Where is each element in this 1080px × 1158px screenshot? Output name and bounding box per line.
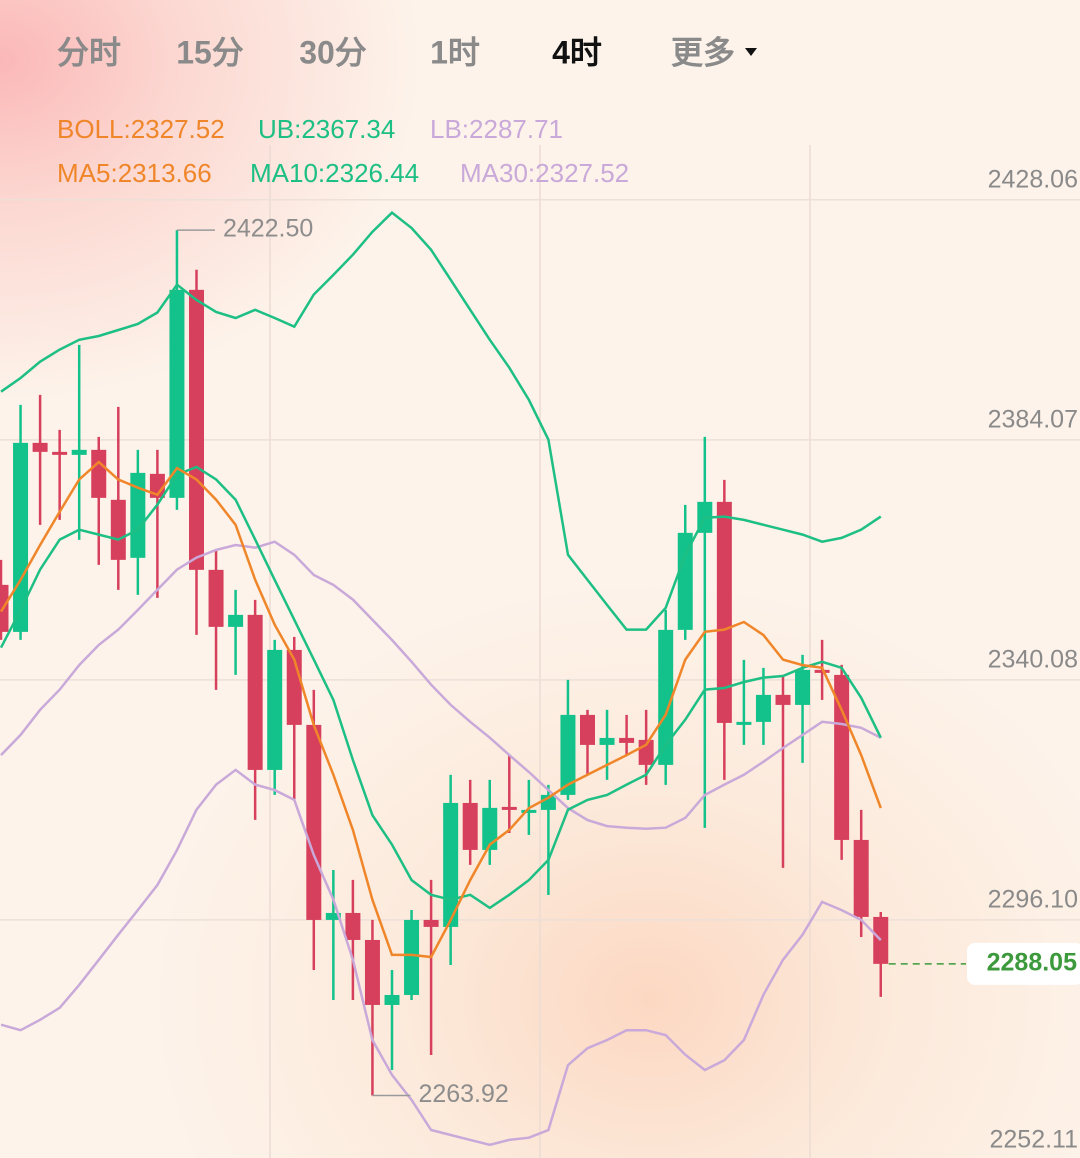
- candle-body: [13, 442, 29, 632]
- candle-body: [306, 724, 322, 920]
- candle-body: [853, 839, 869, 917]
- indicator-value: 2313.66: [118, 158, 212, 188]
- candle-body: [52, 451, 68, 455]
- indicator: MA5:2313.66: [57, 158, 212, 188]
- indicator-line: [0, 540, 882, 831]
- indicator-line: [0, 211, 882, 631]
- candle-body: [208, 569, 224, 627]
- candle-body: [521, 809, 537, 813]
- candle-body: [795, 669, 811, 705]
- annotation: 2422.50: [223, 215, 313, 243]
- indicator-name: MA10:: [250, 158, 325, 188]
- indicator-line: [0, 460, 882, 959]
- candle-body: [462, 802, 478, 850]
- annotation: 2263.92: [418, 1080, 508, 1108]
- indicator-line: [0, 465, 882, 910]
- y-tick-label: 2428.06: [988, 165, 1078, 193]
- tab[interactable]: 4时: [552, 34, 602, 70]
- candle-body: [110, 499, 126, 560]
- candle-body: [443, 802, 459, 927]
- candle-body: [345, 912, 361, 940]
- candle-body: [658, 629, 674, 765]
- candle-body: [91, 449, 107, 498]
- candle-body: [325, 912, 341, 920]
- indicator-value: 2327.52: [535, 158, 629, 188]
- y-tick-label: 2340.08: [988, 646, 1078, 674]
- candle-body: [736, 721, 752, 725]
- candle-body: [482, 807, 498, 850]
- tab[interactable]: 30分: [299, 34, 367, 70]
- indicator-value: 2327.52: [131, 114, 225, 144]
- candle-body: [716, 501, 732, 723]
- y-tick-label: 2296.10: [988, 886, 1078, 914]
- candle-body: [873, 916, 889, 964]
- y-tick-label: 2384.07: [988, 405, 1078, 433]
- tab[interactable]: 15分: [176, 34, 244, 70]
- indicator-name: BOLL:: [57, 114, 131, 144]
- indicator-value: 2326.44: [325, 158, 419, 188]
- dropdown-arrow[interactable]: [745, 48, 757, 56]
- indicator-name: UB:: [258, 114, 301, 144]
- indicator-name: LB:: [430, 114, 469, 144]
- indicator-value: 2287.71: [469, 114, 563, 144]
- indicator: BOLL:2327.52: [57, 114, 225, 144]
- indicator: MA10:2326.44: [250, 158, 419, 188]
- candle-body: [247, 614, 263, 770]
- candle-body: [814, 669, 830, 673]
- last-price-box: [967, 942, 1080, 985]
- indicator: MA30:2327.52: [460, 158, 629, 188]
- candle-body: [599, 737, 615, 745]
- candle-body: [775, 694, 791, 705]
- y-tick-label: 2252.11: [989, 1126, 1078, 1154]
- candle-body: [619, 737, 635, 743]
- indicator-name: MA30:: [460, 158, 535, 188]
- candle-body: [267, 649, 283, 770]
- indicator-line: [0, 768, 882, 1147]
- candle-body: [501, 806, 517, 810]
- indicator: UB:2367.34: [258, 114, 395, 144]
- candle-body: [228, 614, 244, 627]
- tab[interactable]: 分时: [57, 34, 121, 70]
- candle-body: [560, 714, 576, 795]
- tab[interactable]: 1时: [430, 34, 480, 70]
- candle-body: [130, 472, 146, 558]
- candle-body: [580, 714, 595, 745]
- candle-body: [169, 289, 185, 498]
- indicator: LB:2287.71: [430, 114, 563, 144]
- tab[interactable]: 更多: [671, 34, 735, 70]
- candle-body: [71, 449, 87, 455]
- candle-body: [149, 473, 165, 498]
- candle-body: [677, 532, 693, 630]
- last-price-label: 2288.05: [987, 948, 1077, 976]
- indicator-value: 2367.34: [301, 114, 395, 144]
- candle-body: [32, 442, 48, 452]
- candle-body: [423, 919, 439, 927]
- candle-body: [384, 994, 400, 1005]
- candle-body: [189, 289, 204, 570]
- candle-body: [364, 939, 380, 1005]
- candle-body: [755, 694, 771, 722]
- indicator-name: MA5:: [57, 158, 118, 188]
- candle-body: [404, 919, 420, 995]
